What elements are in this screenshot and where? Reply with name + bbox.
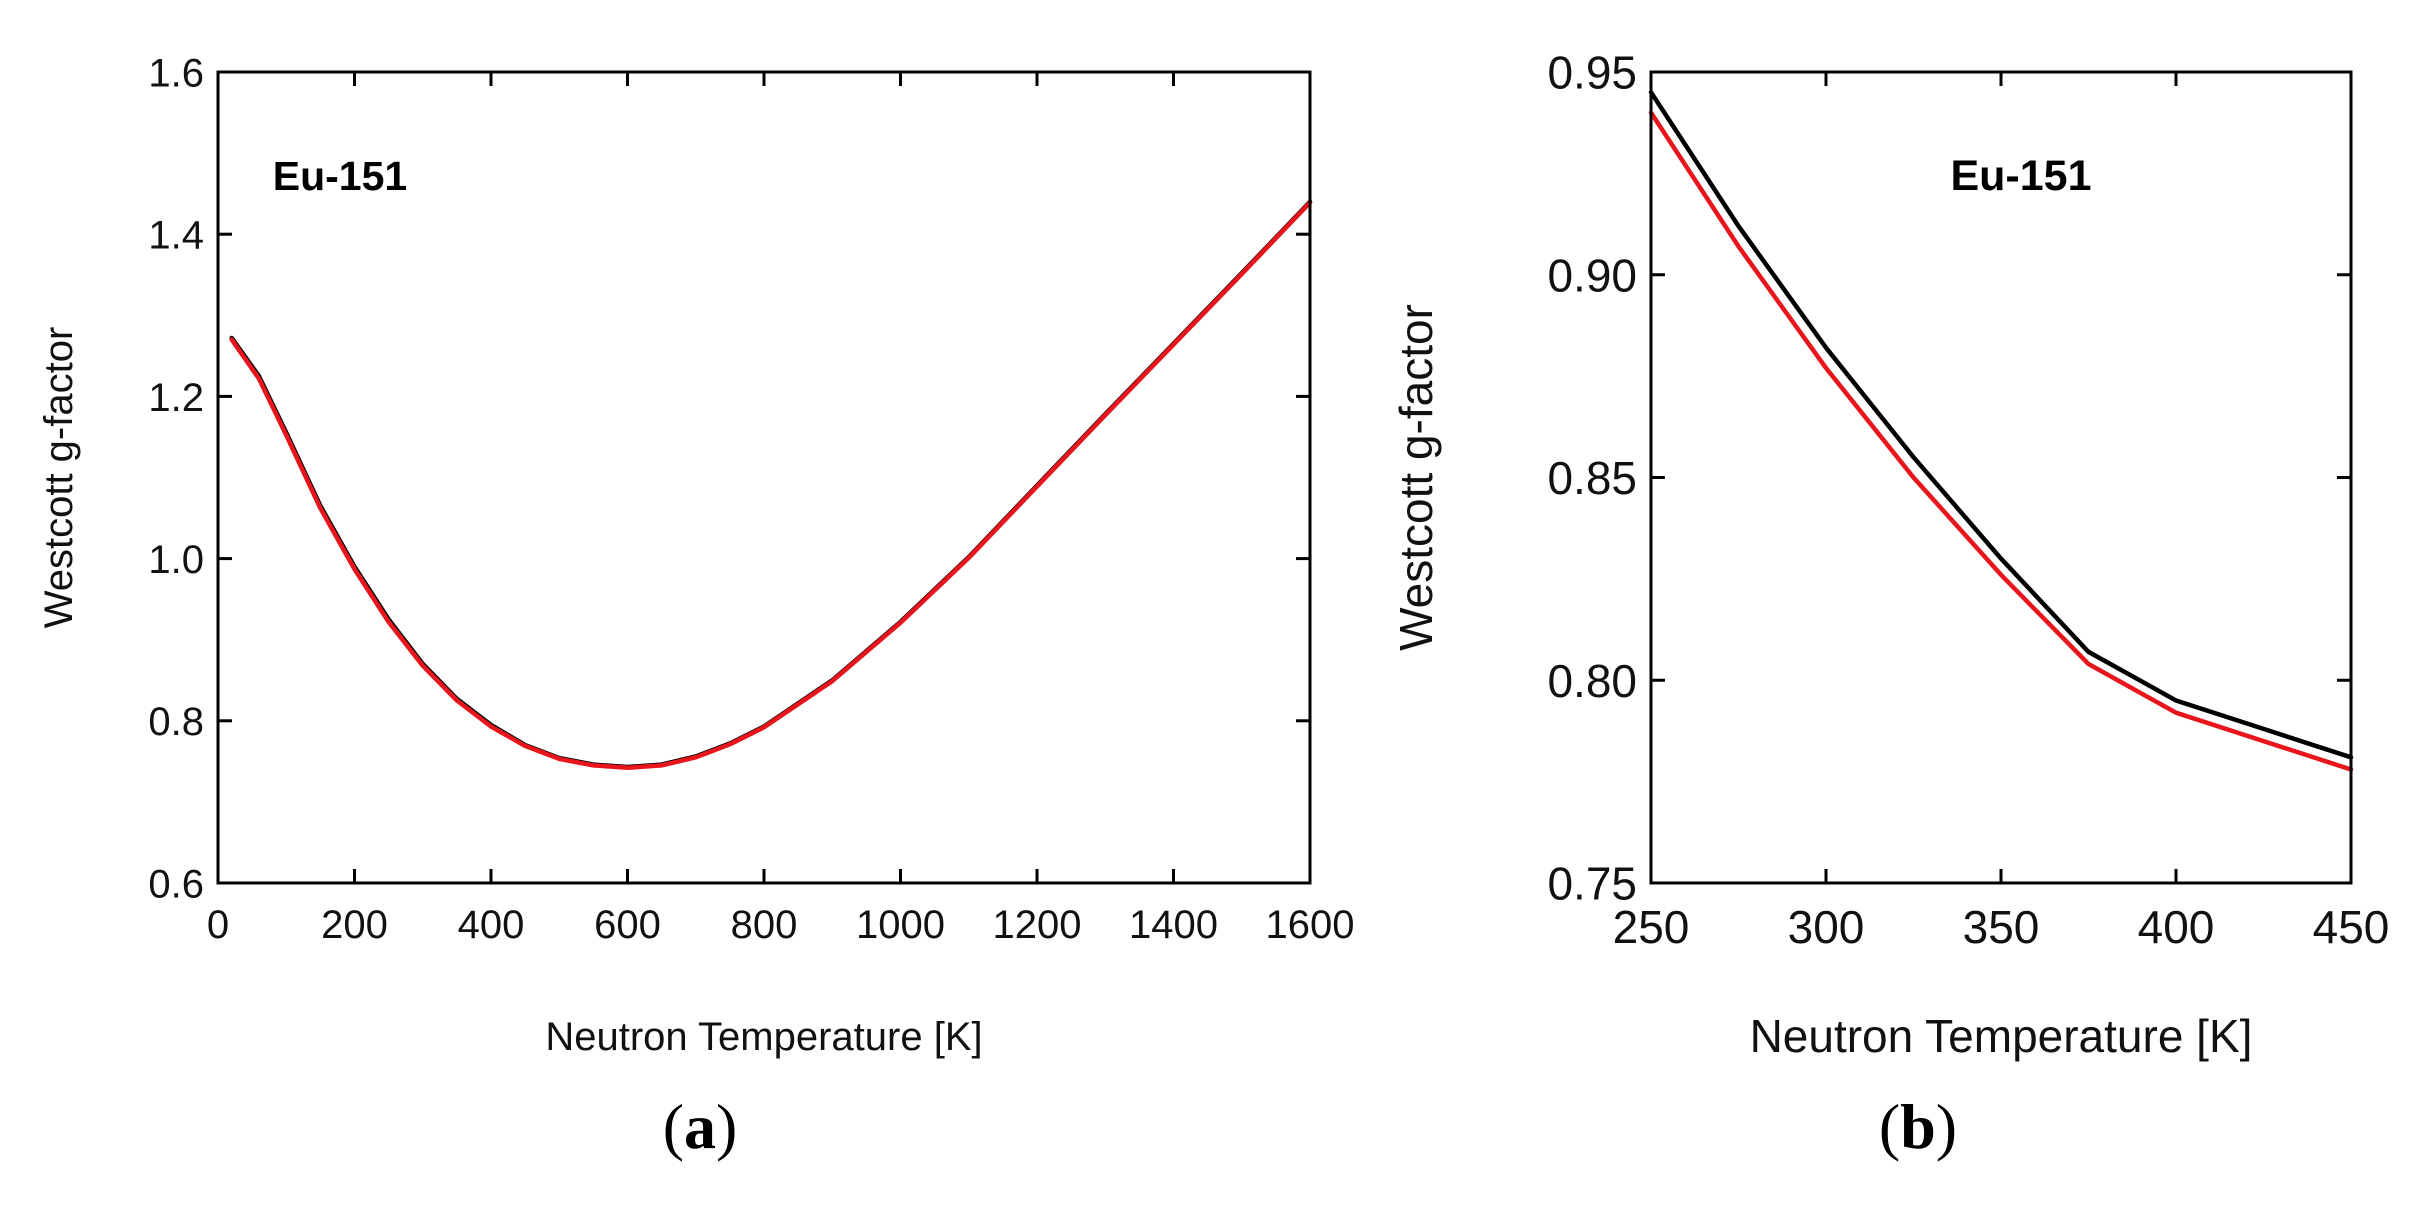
chart-panel-a: 0 200 400 600 800 1000 1200 1400 1600 0.6 0.8 1.0 1.… <box>37 51 1354 1162</box>
x-axis-title: Neutron Temperature [K] <box>1750 1010 2253 1062</box>
y-tick-label: 0.85 <box>1547 452 1637 504</box>
x-tick-label: 400 <box>458 903 525 947</box>
x-axis-title: Neutron Temperature [K] <box>545 1015 982 1059</box>
isotope-annotation: Eu-151 <box>273 153 407 199</box>
y-tick-label: 0.6 <box>148 862 204 906</box>
x-tick-label: 0 <box>207 903 229 947</box>
x-tick-label: 250 <box>1613 901 1690 953</box>
y-axis-title: Westcott g-factor <box>1390 304 1442 651</box>
y-tick-label: 1.6 <box>148 51 204 95</box>
x-tick-label: 200 <box>321 903 388 947</box>
x-tick-label: 600 <box>594 903 661 947</box>
x-tick-label: 800 <box>731 903 798 947</box>
isotope-annotation: Eu-151 <box>1950 152 2091 200</box>
x-tick-label: 300 <box>1788 901 1865 953</box>
series-line-red <box>229 200 1313 771</box>
y-tick-label: 0.90 <box>1547 249 1637 301</box>
y-tick-label: 0.8 <box>148 700 204 744</box>
y-tick-label: 1.2 <box>148 376 204 420</box>
x-tick-label: 1000 <box>856 903 945 947</box>
x-tick-label: 400 <box>2138 901 2215 953</box>
series-line-black <box>229 199 1313 770</box>
chart-panel-b: 250 300 350 400 450 0.75 0.80 0.85 0.90 0.95 Neutr… <box>1390 47 2389 1162</box>
x-tick-label: 1600 <box>1266 903 1355 947</box>
y-tick-label: 0.80 <box>1547 655 1637 707</box>
y-tick-label: 0.95 <box>1547 47 1637 99</box>
x-tick-label: 450 <box>2313 901 2390 953</box>
series-line-black <box>1648 90 2354 760</box>
y-tick-label: 0.75 <box>1547 858 1637 910</box>
x-tick-label: 1200 <box>993 903 1082 947</box>
panel-label: (a) <box>663 1091 738 1162</box>
x-tick-label: 1400 <box>1129 903 1218 947</box>
series-line-red <box>1648 110 2354 772</box>
y-axis-title: Westcott g-factor <box>37 327 81 629</box>
x-tick-label: 350 <box>1963 901 2040 953</box>
y-tick-label: 1.0 <box>148 538 204 582</box>
y-tick-label: 1.4 <box>148 214 204 258</box>
panel-label: (b) <box>1879 1091 1957 1162</box>
